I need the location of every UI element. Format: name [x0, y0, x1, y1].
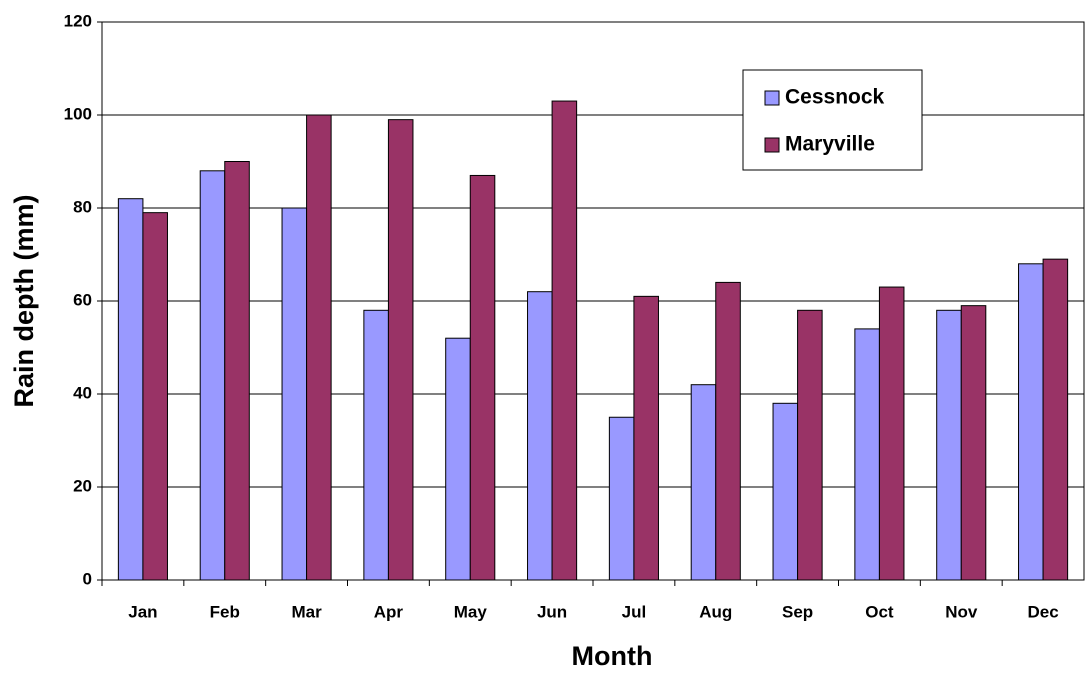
bar	[551, 100, 578, 581]
bar	[772, 402, 799, 581]
y-tick-label: 80	[73, 197, 92, 216]
bar	[199, 170, 226, 581]
legend-swatch	[764, 90, 780, 106]
bar	[142, 212, 168, 581]
y-tick-label: 20	[73, 476, 92, 495]
bar	[936, 309, 962, 581]
y-tick-label: 60	[73, 290, 92, 309]
x-tick-label: Jul	[622, 602, 647, 621]
bar	[117, 198, 144, 581]
bar	[960, 305, 987, 581]
x-tick-label: May	[454, 602, 488, 621]
bar	[306, 114, 332, 581]
y-axis-title: Rain depth (mm)	[9, 195, 39, 408]
bar	[878, 286, 905, 581]
x-tick-label: Apr	[374, 602, 404, 621]
y-tick-label: 120	[64, 11, 92, 30]
bar	[633, 295, 659, 581]
legend-box	[742, 69, 923, 171]
bar	[363, 309, 389, 581]
bar	[715, 281, 741, 581]
x-tick-label: Oct	[865, 602, 894, 621]
bar	[387, 119, 414, 581]
x-tick-label: Mar	[291, 602, 322, 621]
x-tick-label: Nov	[945, 602, 978, 621]
bar	[690, 384, 717, 581]
y-tick-label: 40	[73, 383, 92, 402]
x-tick-label: Feb	[210, 602, 240, 621]
x-tick-label: Sep	[782, 602, 813, 621]
x-tick-label: Jan	[128, 602, 157, 621]
x-tick-label: Jun	[537, 602, 567, 621]
bar	[281, 207, 308, 581]
legend-label: Maryville	[785, 133, 875, 156]
x-tick-label: Dec	[1027, 602, 1058, 621]
y-tick-label: 0	[83, 569, 92, 588]
x-tick-label: Aug	[699, 602, 732, 621]
bar	[224, 161, 250, 581]
bar	[854, 328, 880, 581]
x-axis-title: Month	[572, 641, 653, 671]
legend-swatch	[764, 137, 780, 153]
bar	[1042, 258, 1069, 581]
bar	[608, 416, 635, 581]
y-tick-label: 100	[64, 104, 92, 123]
bar	[797, 309, 823, 581]
legend-label: Cessnock	[785, 86, 885, 109]
bar	[469, 174, 496, 581]
bar	[527, 291, 553, 581]
bar	[1018, 263, 1044, 581]
bar	[445, 337, 471, 581]
